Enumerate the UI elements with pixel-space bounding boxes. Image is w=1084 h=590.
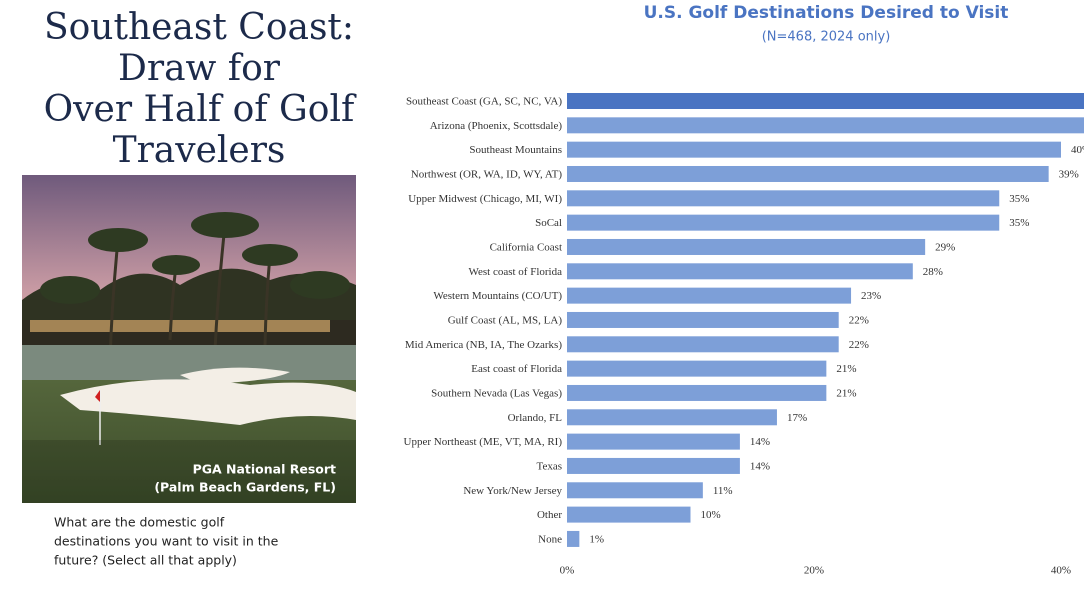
value-label: 14% [750,460,770,472]
bar [567,433,740,450]
photo-caption: PGA National Resort (Palm Beach Gardens, … [154,462,336,495]
value-label: 21% [836,387,856,399]
value-label: 10% [701,509,721,521]
value-label: 29% [935,242,955,254]
value-label: 17% [787,412,807,424]
bar [567,141,1061,158]
title-line: Southeast Coast: [44,7,354,48]
bar [567,360,827,377]
bar [567,93,1084,109]
category-label: Southeast Mountains [469,144,562,156]
bar [567,336,839,353]
x-tick-label: 40% [1051,565,1071,577]
category-label: East coast of Florida [471,363,562,375]
bar [567,214,1000,231]
photo [22,175,356,503]
category-label: West coast of Florida [468,266,562,278]
bar [567,457,740,474]
title-line: Over Half of Golf [44,89,357,130]
title-line: Travelers [113,130,286,171]
category-label: Upper Northeast (ME, VT, MA, RI) [404,436,563,448]
question: What are the domestic golf destinations y… [54,515,279,568]
bar [567,409,777,426]
category-label: Other [537,509,562,521]
bar [567,165,1049,182]
value-label: 39% [1059,169,1079,181]
caption-line: PGA National Resort [193,462,336,477]
category-label: None [538,533,562,545]
bar [567,238,926,255]
category-label: Arizona (Phoenix, Scottsdale) [430,120,563,132]
category-label: New York/New Jersey [463,485,562,497]
value-label: 22% [849,339,869,351]
question-line: future? (Select all that apply) [54,553,237,568]
value-label: 11% [713,485,733,497]
category-label: Southeast Coast (GA, SC, NC, VA) [406,96,562,108]
bar [567,190,1000,207]
category-label: Northwest (OR, WA, ID, WY, AT) [411,169,563,181]
x-tick-label: 20% [804,565,824,577]
bar [567,287,852,304]
bar [567,117,1084,134]
bar [567,384,827,401]
category-label: SoCal [535,217,562,229]
bar [567,263,913,280]
bar [567,506,691,523]
title-line: Draw for [118,48,281,89]
value-label: 21% [836,363,856,375]
value-label: 22% [849,315,869,327]
bar [567,530,580,547]
chart-subtitle: (N=468, 2024 only) [762,30,891,45]
category-label: Gulf Coast (AL, MS, LA) [448,315,563,327]
x-tick-label: 0% [560,565,575,577]
category-label: Texas [537,460,563,472]
category-label: Mid America (NB, IA, The Ozarks) [405,339,562,351]
value-label: 14% [750,436,770,448]
category-label: Upper Midwest (Chicago, MI, WI) [408,193,562,205]
value-label: 35% [1009,217,1029,229]
value-label: 23% [861,290,881,302]
value-label: 28% [923,266,943,278]
bar [567,482,703,499]
category-label: Western Mountains (CO/UT) [433,290,562,302]
question-line: What are the domestic golf [54,515,225,530]
value-label: 40% [1071,144,1084,156]
caption-line: (Palm Beach Gardens, FL) [154,480,336,495]
category-label: Southern Nevada (Las Vegas) [431,387,562,399]
bar [567,311,839,328]
category-label: Orlando, FL [508,412,563,424]
question-line: destinations you want to visit in the [54,534,279,549]
value-label: 35% [1009,193,1029,205]
category-label: California Coast [490,242,562,254]
chart-title: U.S. Golf Destinations Desired to Visit [644,3,1009,23]
value-label: 1% [589,533,604,545]
